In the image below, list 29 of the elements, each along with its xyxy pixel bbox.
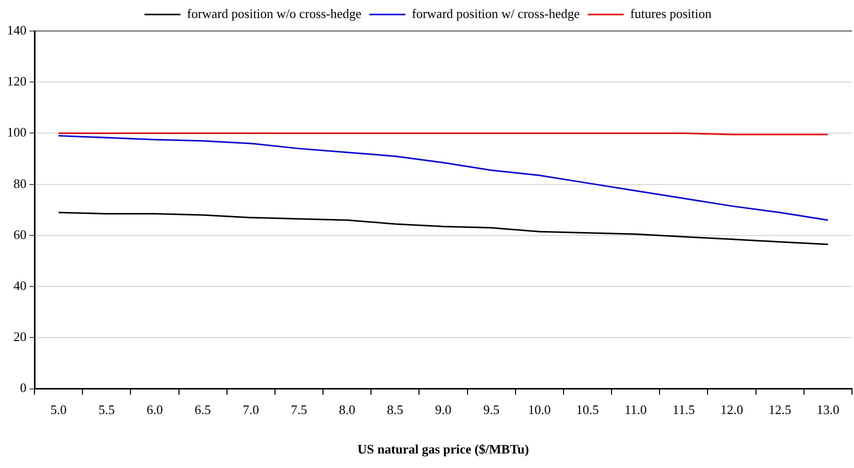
y-tick-label: 100 (7, 124, 26, 140)
y-tick-label: 0 (20, 380, 26, 396)
x-tick-label: 6.0 (146, 402, 163, 418)
legend-label: forward position w/o cross-hedge (187, 6, 362, 21)
x-tick-label: 5.0 (50, 402, 67, 418)
legend-label: forward position w/ cross-hedge (412, 6, 580, 21)
y-tick-label: 40 (14, 278, 26, 293)
y-tick-label: 60 (14, 226, 26, 242)
x-tick-label: 10.5 (576, 402, 599, 418)
y-tick-label: 140 (7, 22, 26, 38)
x-tick-label: 6.5 (194, 402, 211, 418)
x-tick-label: 5.5 (98, 402, 115, 418)
x-tick-label: 10.0 (528, 402, 551, 418)
x-tick-label: 12.0 (720, 402, 744, 418)
y-tick-label: 120 (7, 74, 26, 89)
legend-label: futures position (630, 6, 712, 21)
x-tick-label: 8.0 (338, 402, 356, 418)
x-tick-label: 7.5 (290, 402, 308, 418)
x-tick-label: 11.5 (672, 402, 695, 418)
x-tick-label: 8.5 (387, 402, 404, 418)
x-tick-label: 11.0 (624, 402, 647, 418)
x-tick-label: 9.5 (483, 402, 500, 418)
x-axis-title: US natural gas price ($/MBTu) (358, 442, 529, 457)
x-tick-label: 13.0 (816, 402, 840, 418)
x-tick-label: 12.5 (768, 402, 792, 418)
x-tick-label: 7.0 (242, 402, 260, 418)
y-tick-label: 80 (14, 176, 26, 191)
x-tick-label: 9.0 (435, 402, 452, 418)
y-tick-label: 20 (14, 329, 26, 344)
